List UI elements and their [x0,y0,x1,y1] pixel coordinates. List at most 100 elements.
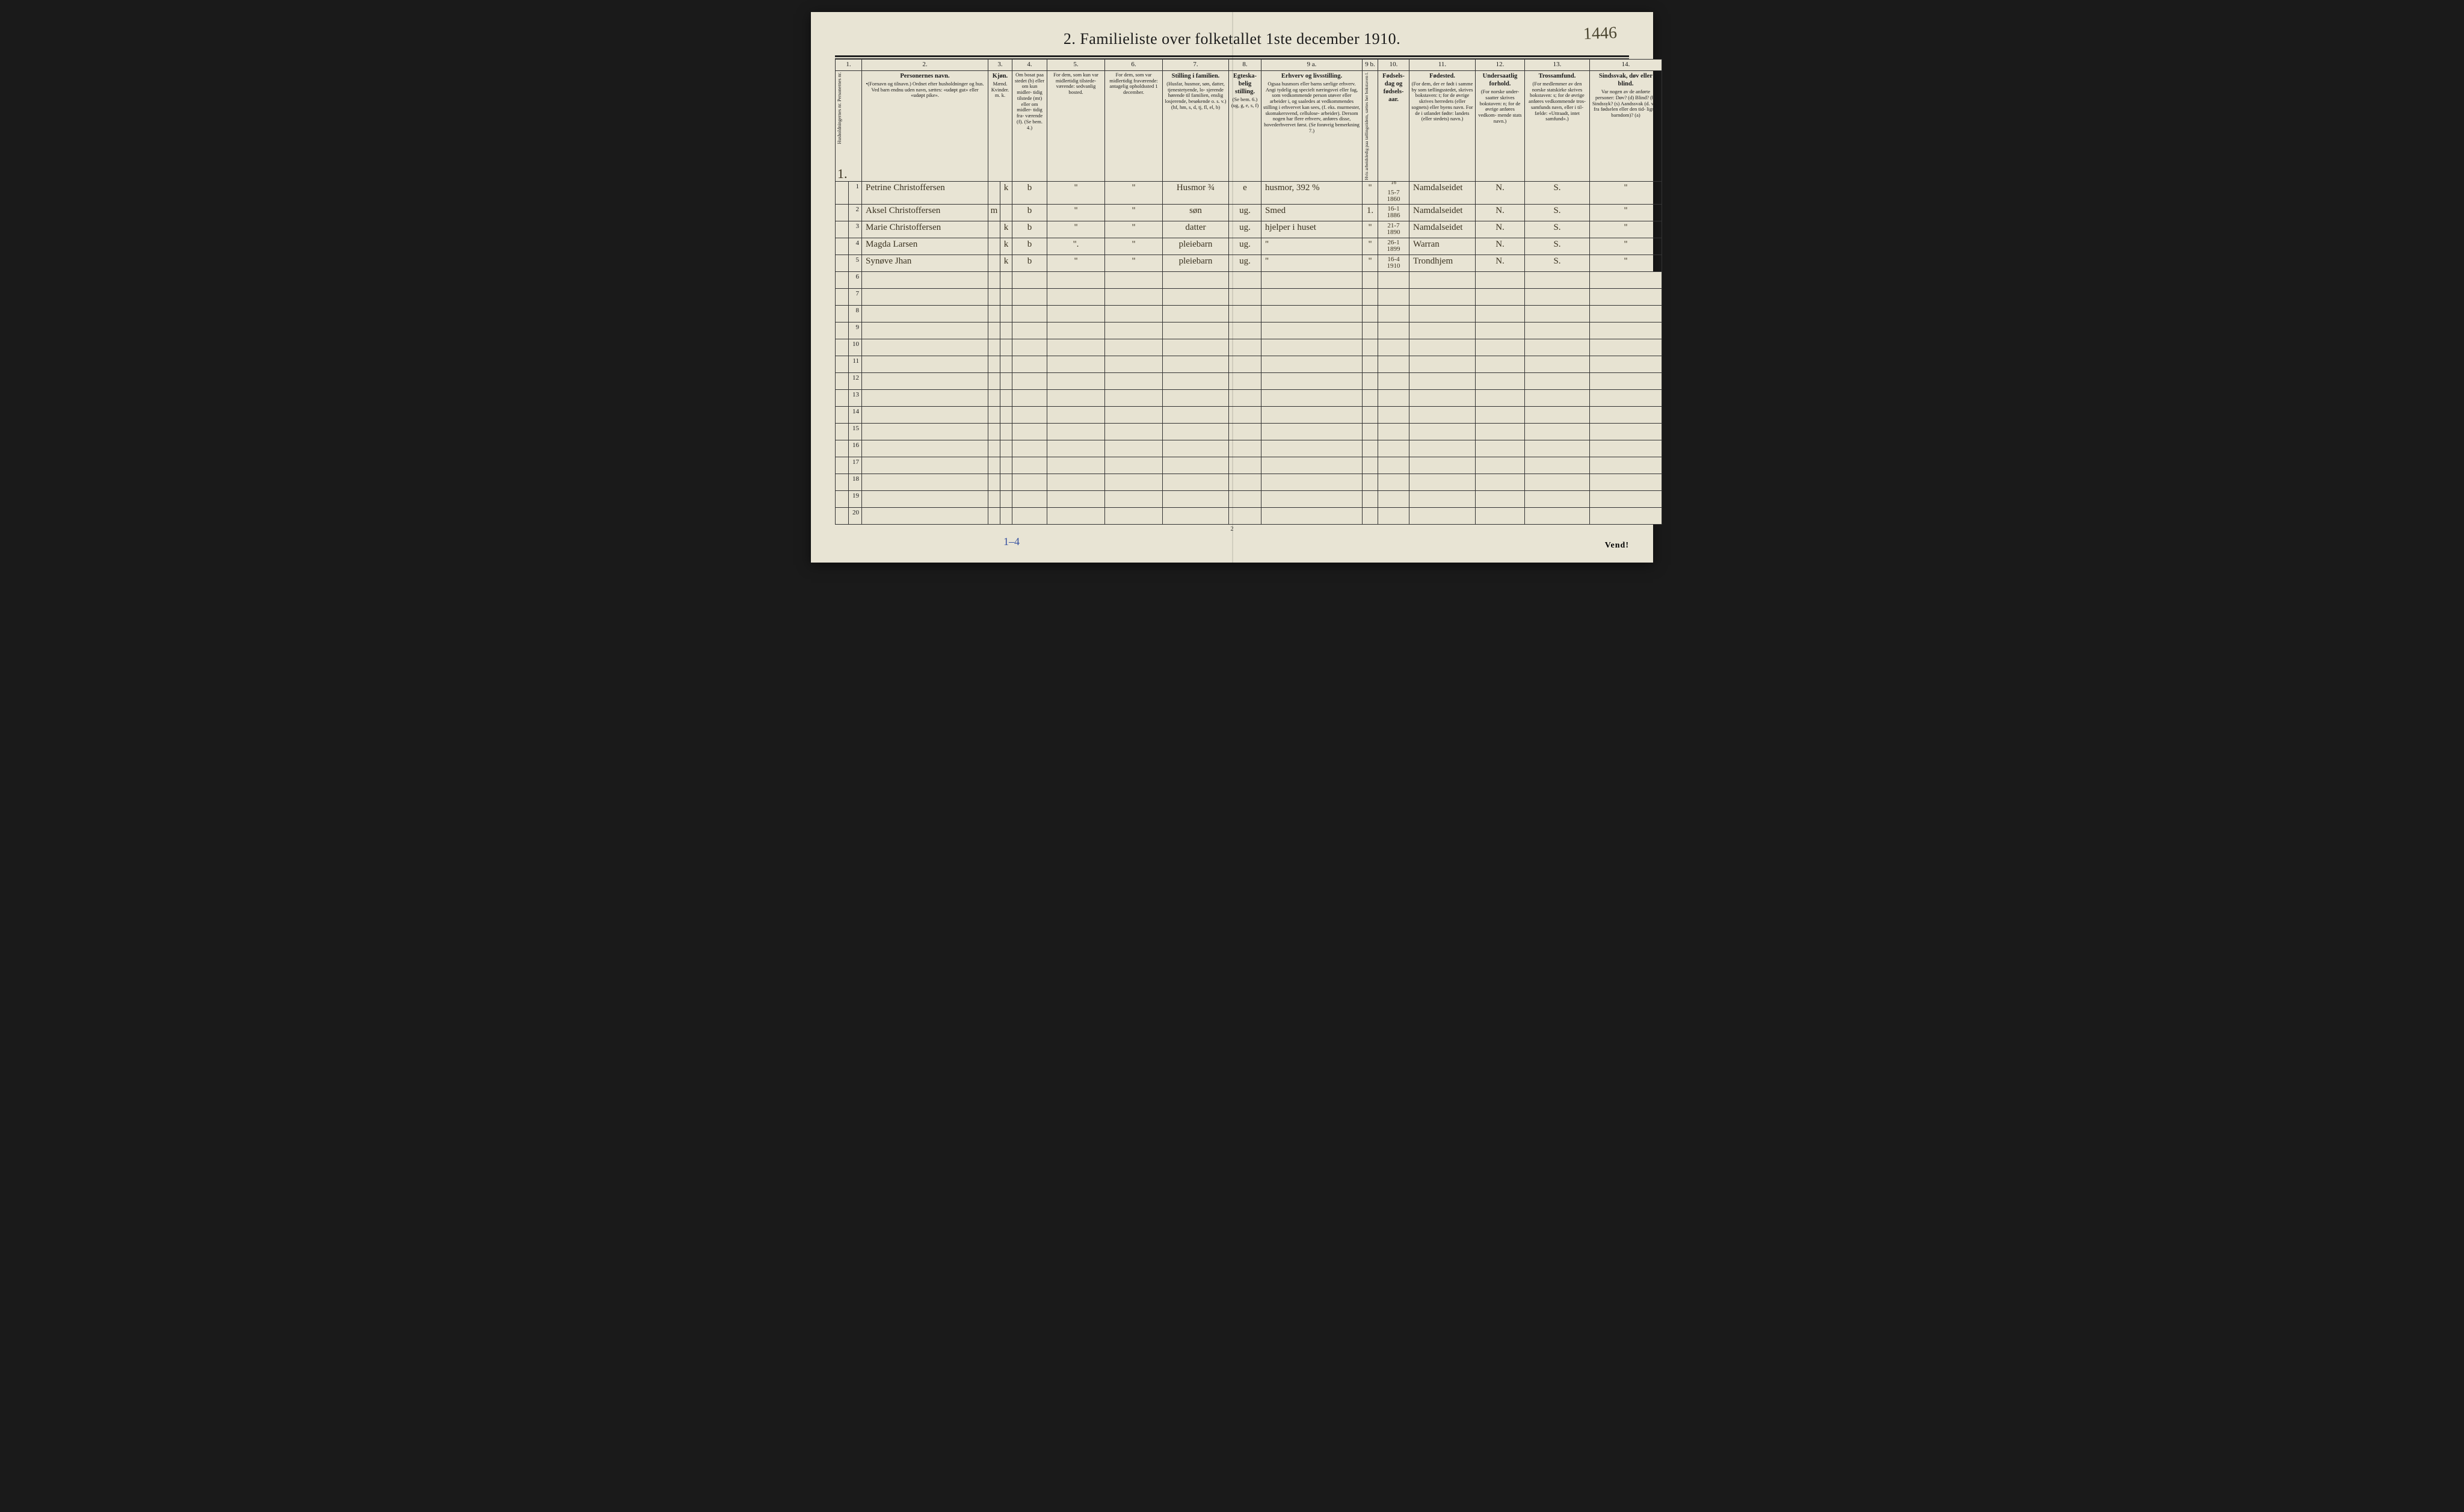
person-num-cell: 1 [849,182,862,205]
person-num-cell: 15 [849,424,862,440]
colnum-7: 7. [1163,60,1229,71]
empty-cell [1378,373,1409,390]
empty-cell [862,356,988,373]
person-num-cell: 18 [849,474,862,491]
empty-cell [1163,457,1229,474]
empty-cell [1163,306,1229,322]
empty-cell [1000,306,1012,322]
marital-cell: ug. [1229,205,1261,221]
empty-cell [1163,508,1229,525]
empty-cell [1476,440,1525,457]
empty-cell [1261,272,1363,289]
table-row: 10 [836,339,1662,356]
empty-cell [1163,356,1229,373]
person-num-cell: 9 [849,322,862,339]
empty-cell [1363,289,1378,306]
unemployed-cell: 1. [1363,205,1378,221]
empty-cell [1590,289,1662,306]
empty-cell [1363,390,1378,407]
empty-cell [988,407,1000,424]
empty-cell [1229,407,1261,424]
occupation-cell: husmor, 392 % [1261,182,1363,205]
temp-absent-cell: " [1105,205,1163,221]
table-row: 6 [836,272,1662,289]
empty-cell [1525,424,1590,440]
empty-cell [1525,491,1590,508]
empty-cell [1476,390,1525,407]
empty-cell [988,491,1000,508]
empty-cell [1163,289,1229,306]
empty-cell [1047,272,1105,289]
household-num-cell [836,474,849,491]
birthplace-cell: Trondhjem [1409,255,1476,272]
empty-cell [1409,491,1476,508]
empty-cell [1590,390,1662,407]
empty-cell [1229,474,1261,491]
empty-cell [1229,272,1261,289]
empty-cell [1409,373,1476,390]
nationality-cell: N. [1476,205,1525,221]
empty-cell [1047,322,1105,339]
empty-cell [1409,289,1476,306]
empty-cell [1590,322,1662,339]
empty-cell [1229,356,1261,373]
temp-present-cell: " [1047,182,1105,205]
empty-cell [1261,440,1363,457]
empty-cell [1000,339,1012,356]
empty-cell [862,322,988,339]
temp-present-cell: " [1047,205,1105,221]
empty-cell [1047,457,1105,474]
person-num-cell: 6 [849,272,862,289]
empty-cell [1012,356,1047,373]
empty-cell [1525,306,1590,322]
empty-cell [1105,508,1163,525]
empty-cell [1012,474,1047,491]
empty-cell [1261,373,1363,390]
empty-cell [1261,491,1363,508]
empty-cell [1409,424,1476,440]
empty-cell [1378,424,1409,440]
empty-cell [1000,407,1012,424]
name-cell: Magda Larsen [862,238,988,255]
empty-cell [1229,322,1261,339]
empty-cell [1047,289,1105,306]
sex-m-cell [988,182,1000,205]
header-c1: Husholdningernes nr. Personernes nr. [836,70,862,181]
empty-cell [1590,440,1662,457]
name-cell: Marie Christoffersen [862,221,988,238]
person-num-cell: 12 [849,373,862,390]
empty-cell [1363,356,1378,373]
empty-cell [1163,440,1229,457]
empty-cell [1047,373,1105,390]
empty-cell [1590,373,1662,390]
empty-cell [1525,322,1590,339]
empty-cell [1363,373,1378,390]
empty-cell [1261,306,1363,322]
empty-cell [1409,440,1476,457]
person-num-cell: 17 [849,457,862,474]
empty-cell [1525,373,1590,390]
empty-cell [1012,306,1047,322]
temp-present-cell: " [1047,255,1105,272]
occupation-cell: " [1261,255,1363,272]
empty-cell [1476,272,1525,289]
empty-cell [1261,339,1363,356]
empty-cell [1378,272,1409,289]
empty-cell [1409,339,1476,356]
colnum-14: 14. [1590,60,1662,71]
household-num-cell [836,407,849,424]
empty-cell [1409,322,1476,339]
household-mark: 1. [837,166,848,182]
colnum-12: 12. [1476,60,1525,71]
faith-cell: S. [1525,221,1590,238]
colnum-2: 2. [862,60,988,71]
note-cell: " [1590,182,1662,205]
birthdate-cell: 21-71890 [1378,221,1409,238]
margin-note: 1446 [1583,23,1617,44]
marital-cell: ug. [1229,255,1261,272]
empty-cell [1163,390,1229,407]
empty-cell [862,289,988,306]
empty-cell [988,373,1000,390]
empty-cell [1229,440,1261,457]
empty-cell [1261,390,1363,407]
